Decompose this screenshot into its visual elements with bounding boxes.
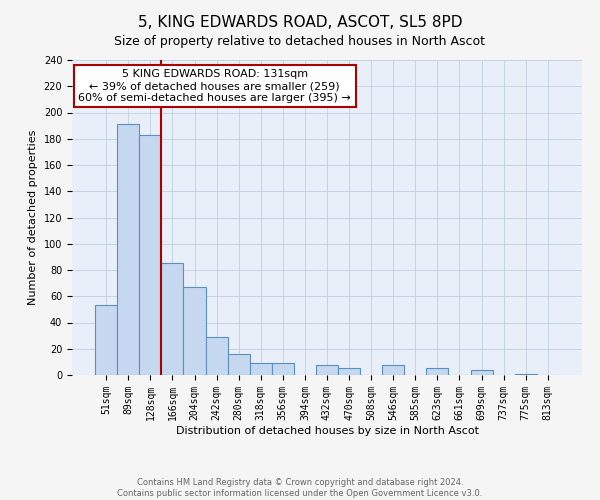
X-axis label: Distribution of detached houses by size in North Ascot: Distribution of detached houses by size … <box>176 426 479 436</box>
Text: Contains HM Land Registry data © Crown copyright and database right 2024.
Contai: Contains HM Land Registry data © Crown c… <box>118 478 482 498</box>
Bar <box>338 368 360 375</box>
Bar <box>117 124 139 375</box>
Bar <box>316 364 338 375</box>
Bar <box>272 363 294 375</box>
Text: Size of property relative to detached houses in North Ascot: Size of property relative to detached ho… <box>115 35 485 48</box>
Bar <box>206 337 227 375</box>
Y-axis label: Number of detached properties: Number of detached properties <box>28 130 38 305</box>
Bar <box>161 264 184 375</box>
Text: 5 KING EDWARDS ROAD: 131sqm
← 39% of detached houses are smaller (259)
60% of se: 5 KING EDWARDS ROAD: 131sqm ← 39% of det… <box>79 70 351 102</box>
Bar <box>515 374 537 375</box>
Bar <box>427 368 448 375</box>
Bar <box>184 287 206 375</box>
Bar <box>470 370 493 375</box>
Bar <box>139 135 161 375</box>
Text: 5, KING EDWARDS ROAD, ASCOT, SL5 8PD: 5, KING EDWARDS ROAD, ASCOT, SL5 8PD <box>138 15 462 30</box>
Bar <box>250 363 272 375</box>
Bar <box>382 364 404 375</box>
Bar <box>95 306 117 375</box>
Bar <box>227 354 250 375</box>
